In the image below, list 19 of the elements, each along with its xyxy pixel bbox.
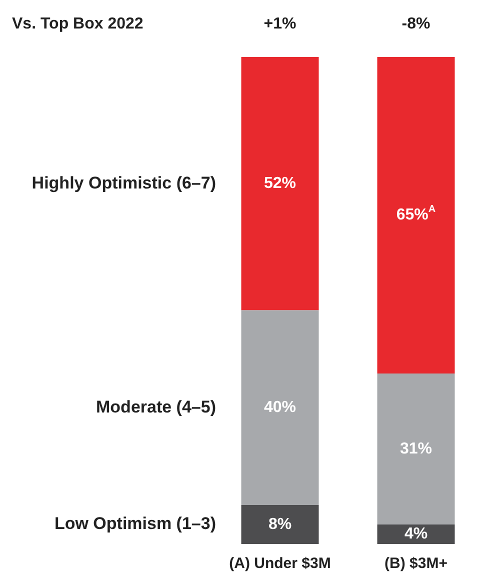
x-tick-label: (B) $3M+ [384,555,448,572]
series-label: Moderate (4–5) [96,397,216,416]
text: +1% [264,15,296,32]
series-label: Low Optimism (1–3) [54,514,216,534]
data-label: 52% [264,175,296,192]
bar [377,524,455,544]
bar [241,57,319,310]
text: -8% [402,15,430,32]
data-label: 31% [400,440,432,458]
x-tick-label: (A) Under $3M [229,555,331,572]
data-label: 40% [264,399,296,416]
data-label: 4% [404,526,428,543]
data-label: 8% [268,516,292,533]
series-label: Highly Optimistic (6–7) [32,173,216,192]
text: Vs. Top Box 2022 [12,15,144,32]
bar [241,310,319,506]
bar [241,505,319,544]
bar [377,374,455,525]
bar [377,57,455,374]
